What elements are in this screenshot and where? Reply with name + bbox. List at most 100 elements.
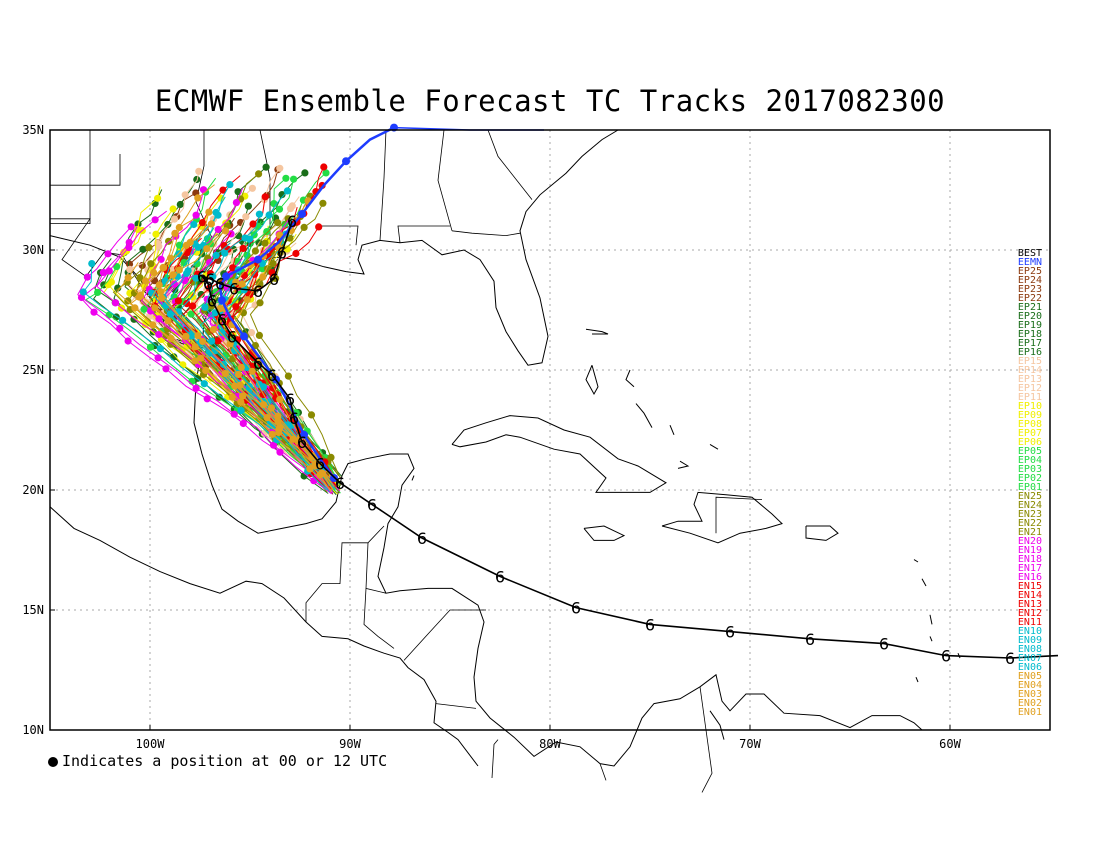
legend-entry: EP05: [1018, 446, 1042, 457]
ensemble-position-dot: [269, 441, 278, 449]
y-tick-label: 10N: [22, 723, 44, 737]
ensemble-track-line: [161, 211, 335, 487]
ensemble-tracks: [77, 163, 342, 496]
legend-entry: EP12: [1018, 383, 1042, 394]
ensemble-position-dot: [174, 297, 183, 305]
legend-entry: EP20: [1018, 311, 1042, 322]
hurricane-symbol-icon: 6: [315, 455, 325, 474]
coastline: [625, 369, 635, 388]
ensemble-position-dot: [300, 223, 308, 231]
hurricane-symbol-icon: 6: [725, 623, 735, 642]
ensemble-position-dot: [191, 357, 199, 365]
member-legend: BESTEEMNEP25EP24EP23EP22EP21EP20EP19EP18…: [1018, 248, 1042, 718]
coastline: [451, 415, 667, 493]
ensemble-position-dot: [83, 273, 91, 281]
position-dot-icon: [48, 756, 58, 767]
ensemble-position-dot: [255, 170, 263, 178]
ensemble-position-dot: [207, 220, 215, 228]
ensemble-position-dot: [170, 215, 179, 223]
ensemble-position-dot: [212, 251, 220, 259]
legend-entry: EN19: [1018, 545, 1042, 556]
ensemble-position-dot: [192, 274, 200, 282]
ensemble-position-dot: [79, 288, 87, 296]
ensemble-position-dot: [175, 266, 183, 274]
border-line: [50, 130, 91, 225]
ensemble-position-dot: [268, 430, 276, 438]
ensemble-position-dot: [307, 411, 316, 419]
ensemble-position-dot: [239, 419, 247, 428]
ensemble-track-line: [84, 266, 336, 488]
hurricane-symbol-icon: 6: [227, 327, 237, 346]
hurricane-symbol-icon: 6: [269, 270, 279, 289]
ensemble-position-dot: [247, 329, 256, 337]
footnote: Indicates a position at 00 or 12 UTC: [48, 752, 387, 770]
legend-entry: EP24: [1018, 275, 1042, 286]
ensemble-position-dot: [169, 271, 177, 279]
ensemble-position-dot: [164, 317, 172, 325]
ensemble-position-dot: [259, 383, 268, 391]
ensemble-position-dot: [288, 202, 296, 210]
ensemble-position-dot: [157, 288, 165, 296]
ensemble-position-dot: [255, 210, 263, 218]
ensemble-position-dot: [211, 347, 219, 355]
ensemble-position-dot: [180, 259, 188, 267]
ensemble-position-dot: [182, 241, 190, 249]
coastline: [585, 365, 599, 396]
hurricane-symbol-icon: 6: [645, 615, 655, 634]
y-tick-label: 30N: [22, 243, 44, 257]
coastline: [913, 559, 919, 563]
ensemble-position-dot: [119, 316, 127, 324]
ensemble-position-dot: [315, 223, 323, 231]
ensemble-position-dot: [272, 274, 280, 282]
ensemble-position-dot: [155, 281, 163, 289]
hurricane-symbol-icon: 6: [417, 529, 427, 548]
ensemble-position-dot: [240, 271, 248, 279]
legend-entry: EP09: [1018, 410, 1042, 421]
border-line: [699, 686, 713, 793]
mean-position-dot: [222, 272, 230, 281]
ensemble-position-dot: [159, 263, 167, 272]
coastline: [583, 525, 626, 541]
legend-entry: EP07: [1018, 428, 1042, 439]
legend-entry: EN13: [1018, 599, 1042, 610]
hurricane-symbol-icon: 6: [495, 567, 505, 586]
legend-entry: EN16: [1018, 572, 1042, 583]
legend-entry: EP14: [1018, 365, 1042, 376]
hurricane-symbol-icon: 6: [207, 291, 217, 310]
ensemble-position-dot: [181, 191, 189, 199]
border-line: [487, 129, 533, 200]
ensemble-position-dot: [228, 393, 236, 401]
hurricane-symbol-icon: 6: [203, 275, 213, 294]
ensemble-position-dot: [156, 345, 164, 353]
ensemble-position-dot: [208, 337, 216, 345]
coastline: [411, 475, 415, 481]
ensemble-position-dot: [176, 200, 184, 209]
ensemble-position-dot: [311, 460, 319, 468]
ensemble-position-dot: [238, 280, 246, 288]
ensemble-position-dot: [232, 278, 240, 286]
legend-entry: EP10: [1018, 401, 1042, 412]
legend-entry: EP23: [1018, 284, 1042, 295]
legend-entry: EP21: [1018, 302, 1042, 313]
ensemble-position-dot: [131, 304, 139, 312]
ensemble-position-dot: [205, 208, 213, 216]
ensemble-position-dot: [261, 239, 269, 247]
border-line: [403, 609, 486, 661]
ensemble-position-dot: [90, 308, 98, 316]
ensemble-position-dot: [282, 174, 290, 182]
ensemble-position-dot: [183, 249, 191, 257]
best-track-line: [199, 220, 1059, 659]
ensemble-track-line: [204, 214, 330, 487]
ensemble-position-dot: [179, 361, 187, 369]
ensemble-position-dot: [226, 340, 234, 348]
ensemble-position-dot: [154, 354, 162, 362]
legend-entry: EN01: [1018, 707, 1042, 718]
ensemble-position-dot: [197, 290, 205, 299]
coastline: [709, 710, 725, 740]
legend-entry: EN09: [1018, 635, 1042, 646]
ensemble-position-dot: [104, 281, 112, 289]
border-line: [397, 225, 450, 243]
x-tick-label: 60W: [939, 737, 961, 751]
ensemble-position-dot: [214, 225, 222, 234]
ensemble-position-dot: [190, 220, 198, 229]
